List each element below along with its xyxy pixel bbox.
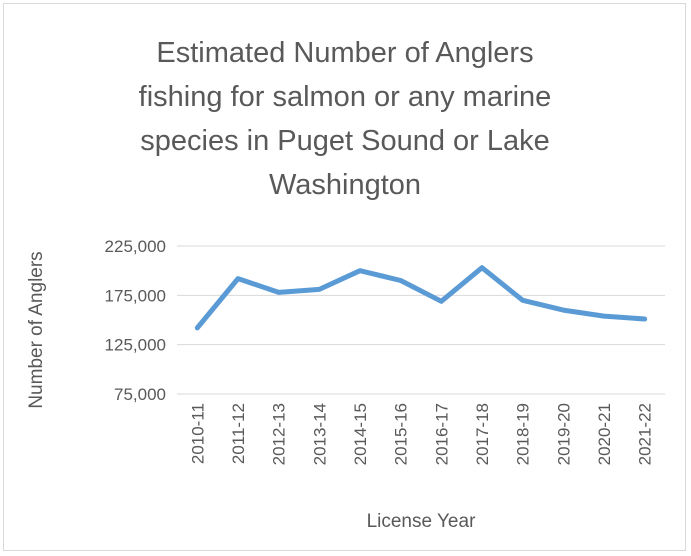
- chart-title-line: Estimated Number of Anglers: [156, 37, 533, 69]
- y-axis-title: Number of Anglers: [26, 251, 47, 408]
- x-tick-label: 2014-15: [351, 403, 370, 465]
- y-tick-label: 225,000: [105, 237, 166, 256]
- y-tick-label: 75,000: [114, 385, 166, 404]
- chart-title-line: Washington: [269, 169, 421, 201]
- x-tick-label: 2017-18: [473, 403, 492, 465]
- x-axis-title: License Year: [367, 511, 476, 532]
- x-tick-label: 2016-17: [432, 403, 451, 465]
- x-tick-label: 2020-21: [595, 403, 614, 465]
- y-tick-label: 175,000: [105, 286, 166, 305]
- x-axis-ticks: 2010-11 2011-12 2012-13 2013-14 2014-15 2015-…: [188, 403, 654, 465]
- x-tick-label: 2011-12: [229, 403, 248, 464]
- y-tick-label: 125,000: [105, 336, 166, 355]
- x-tick-label: 2013-14: [310, 403, 329, 465]
- x-tick-label: 2010-11: [188, 403, 207, 464]
- chart-title-line: species in Puget Sound or Lake: [140, 125, 550, 157]
- y-axis-ticks: 75,000 125,000 175,000 225,000: [105, 237, 166, 404]
- series-line: [194, 265, 648, 331]
- x-tick-label: 2021-22: [636, 403, 655, 465]
- x-tick-label: 2019-20: [554, 403, 573, 465]
- x-tick-label: 2018-19: [514, 403, 533, 465]
- chart-title-line: fishing for salmon or any marine: [139, 81, 552, 113]
- chart-title: Estimated Number of Anglers fishing for s…: [139, 37, 552, 201]
- x-tick-label: 2015-16: [392, 403, 411, 465]
- gridlines: [177, 245, 665, 395]
- x-tick-label: 2012-13: [270, 403, 289, 465]
